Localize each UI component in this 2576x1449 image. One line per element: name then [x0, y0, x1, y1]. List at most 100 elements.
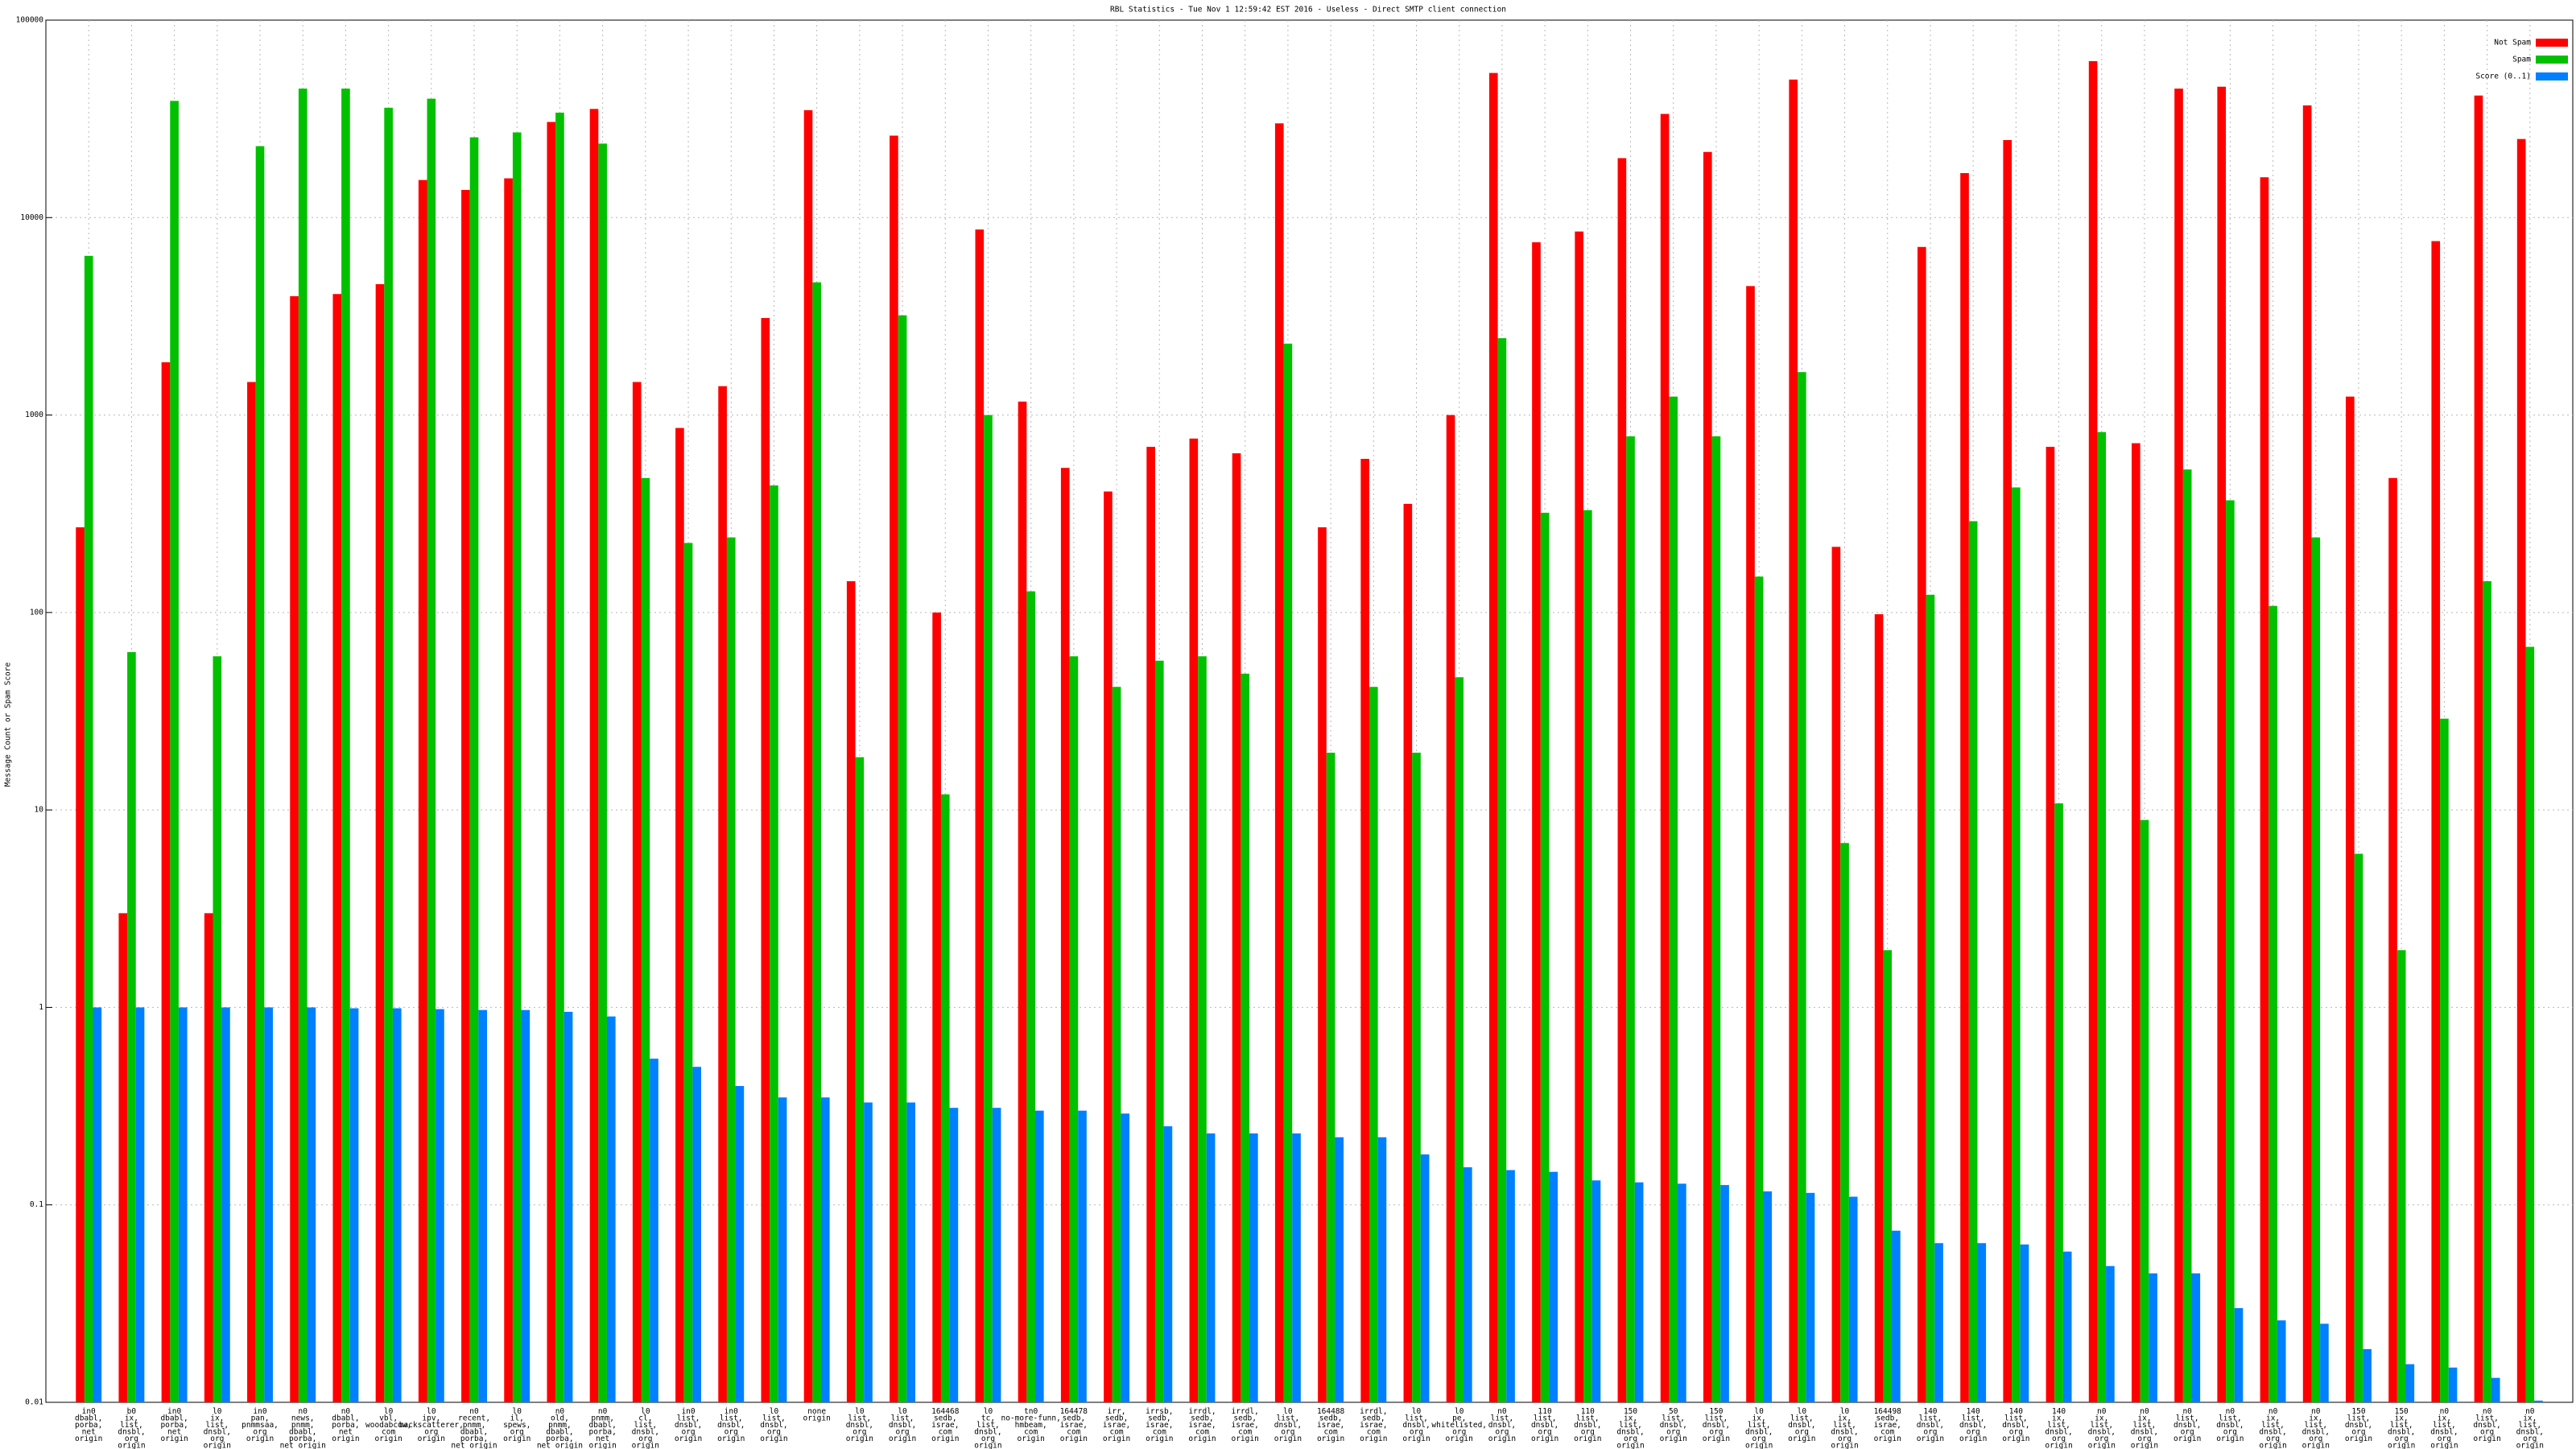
x-tick-label-line: 164478: [1060, 1407, 1088, 1416]
x-tick-label-line: 150: [1709, 1407, 1723, 1416]
x-tick-label: n0 list, dnsbl, org origin: [2174, 1407, 2201, 1443]
x-tick-label: l0 list, dnsbl, org origin: [1788, 1407, 1815, 1443]
x-tick-label-line: n0: [1497, 1407, 1507, 1416]
x-tick-label-line: list,: [2518, 1421, 2541, 1430]
x-tick-label-line: origin: [1874, 1435, 1901, 1443]
x-tick-label: l0 ix, list, dnsbl, org origin: [204, 1407, 231, 1449]
bar: [2106, 1265, 2115, 1402]
x-tick-label: n0 ix, list, dnsbl, org origin: [2516, 1407, 2544, 1449]
bar: [436, 1009, 444, 1402]
bar: [2311, 537, 2321, 1403]
bar: [2320, 1323, 2329, 1402]
x-tick-label-line: origin: [332, 1435, 359, 1443]
x-tick-label-line: dnsbl,: [1917, 1421, 1944, 1430]
x-tick-label-line: org: [2438, 1435, 2451, 1443]
x-tick-label-line: n0: [2097, 1407, 2107, 1416]
x-tick-label: irrdl, sedb, israe, com origin: [1232, 1407, 1259, 1443]
bar: [1789, 79, 1798, 1402]
x-tick-label-line: origin: [1060, 1435, 1088, 1443]
x-tick-label-line: in0: [253, 1407, 266, 1416]
x-tick-label-line: origin: [418, 1435, 445, 1443]
x-tick-label-line: dnsbl,: [632, 1428, 659, 1437]
bar: [2226, 500, 2235, 1402]
x-tick-label-line: n0: [2440, 1407, 2450, 1416]
bar: [683, 543, 693, 1402]
x-tick-label: n0 ix, list, dnsbl, org origin: [2131, 1407, 2158, 1449]
x-tick-label-line: dnsbl,: [1788, 1421, 1815, 1430]
x-tick-label-line: com: [1067, 1428, 1080, 1437]
x-tick-label-line: org: [724, 1428, 738, 1437]
x-tick-label-line: dbabl,: [332, 1414, 359, 1423]
x-tick-label-line: pan,: [251, 1414, 270, 1423]
x-tick-label: in0 dbabl, porba, net origin: [160, 1407, 188, 1443]
x-tick-label-line: irrsb,: [1146, 1407, 1173, 1416]
x-tick-label: 164468 sedb, israe, com origin: [931, 1407, 960, 1443]
x-tick-label: in0 list, dnsbl, org origin: [717, 1407, 745, 1443]
x-tick-label-line: ix,: [125, 1414, 138, 1423]
x-tick-label-line: dnsbl,: [889, 1421, 916, 1430]
bar: [932, 612, 941, 1402]
x-tick-label: l0 list, dnsbl, org origin: [1274, 1407, 1302, 1443]
x-tick-label-line: l0: [1754, 1407, 1764, 1416]
bar: [1926, 594, 1935, 1402]
x-tick-label-line: origin: [974, 1442, 1001, 1449]
x-tick-label-line: vbl,: [379, 1414, 398, 1423]
x-tick-label-line: org: [510, 1428, 524, 1437]
x-tick-label-line: dnsbl,: [717, 1421, 745, 1430]
x-tick-label-line: origin: [1531, 1435, 1558, 1443]
x-tick-label-line: list,: [1833, 1421, 1856, 1430]
bar: [521, 1009, 530, 1402]
bar: [1326, 753, 1335, 1402]
x-tick-label-line: sedb,: [1362, 1414, 1385, 1423]
bar: [726, 537, 736, 1403]
x-tick-label-line: dbabl,: [588, 1421, 616, 1430]
x-tick-label-line: dnsbl,: [675, 1421, 702, 1430]
y-tick-label: 0.01: [25, 1398, 43, 1407]
bar: [675, 427, 684, 1403]
x-tick-label-line: org: [895, 1428, 909, 1437]
x-tick-label-line: origin: [1660, 1435, 1687, 1443]
x-tick-label-line: list,: [2390, 1421, 2413, 1430]
x-tick-label-line: ix,: [2395, 1414, 2409, 1423]
x-tick-label-line: list,: [2219, 1414, 2242, 1423]
bar: [384, 107, 393, 1403]
x-tick-label-line: israe,: [1188, 1421, 1216, 1430]
bar: [375, 284, 385, 1403]
x-tick-label-line: origin: [2216, 1435, 2244, 1443]
x-tick-label: l0 list, dnsbl, org origin: [846, 1407, 873, 1443]
bar: [2483, 581, 2491, 1402]
x-tick-label-line: n0: [598, 1407, 608, 1416]
x-tick-label: l0 il, spews, org origin: [503, 1407, 530, 1443]
x-tick-label-line: old,: [551, 1414, 569, 1423]
x-tick-label-line: org: [1709, 1428, 1723, 1437]
x-tick-label-line: net: [596, 1435, 609, 1443]
x-tick-label-line: list,: [677, 1414, 700, 1423]
x-tick-label-line: n0: [2226, 1407, 2235, 1416]
bar: [2191, 1273, 2201, 1402]
x-tick-label: 150 ix, list, dnsbl, org origin: [1616, 1407, 1644, 1449]
x-tick-label-line: list,: [848, 1414, 872, 1423]
bar: [1335, 1137, 1344, 1402]
bar: [1678, 1183, 1686, 1402]
bar: [820, 1097, 830, 1402]
x-tick-label-line: net origin: [451, 1442, 497, 1449]
x-tick-label-line: list,: [1491, 1414, 1514, 1423]
x-tick-label-line: origin: [803, 1414, 830, 1423]
x-tick-label: 140 list, dnsbl, org origin: [1959, 1407, 1987, 1443]
x-tick-label-line: org: [852, 1428, 866, 1437]
bar: [2003, 139, 2013, 1402]
x-tick-label-line: net origin: [537, 1442, 583, 1449]
x-tick-label-line: com: [1238, 1428, 1252, 1437]
x-tick-label-line: net: [339, 1428, 353, 1437]
y-tick-label: 100000: [16, 16, 44, 25]
bar: [247, 382, 256, 1402]
x-tick-label: l0 pe, whitelisted, org origin: [1431, 1407, 1487, 1443]
x-tick-label-line: l0: [427, 1407, 436, 1416]
bar: [1798, 372, 1806, 1403]
x-tick-label-line: origin: [1317, 1435, 1344, 1443]
bar: [1018, 401, 1027, 1402]
bar: [864, 1102, 873, 1402]
x-tick-label-line: pe,: [1452, 1414, 1466, 1423]
x-tick-label-line: list,: [1534, 1414, 1557, 1423]
